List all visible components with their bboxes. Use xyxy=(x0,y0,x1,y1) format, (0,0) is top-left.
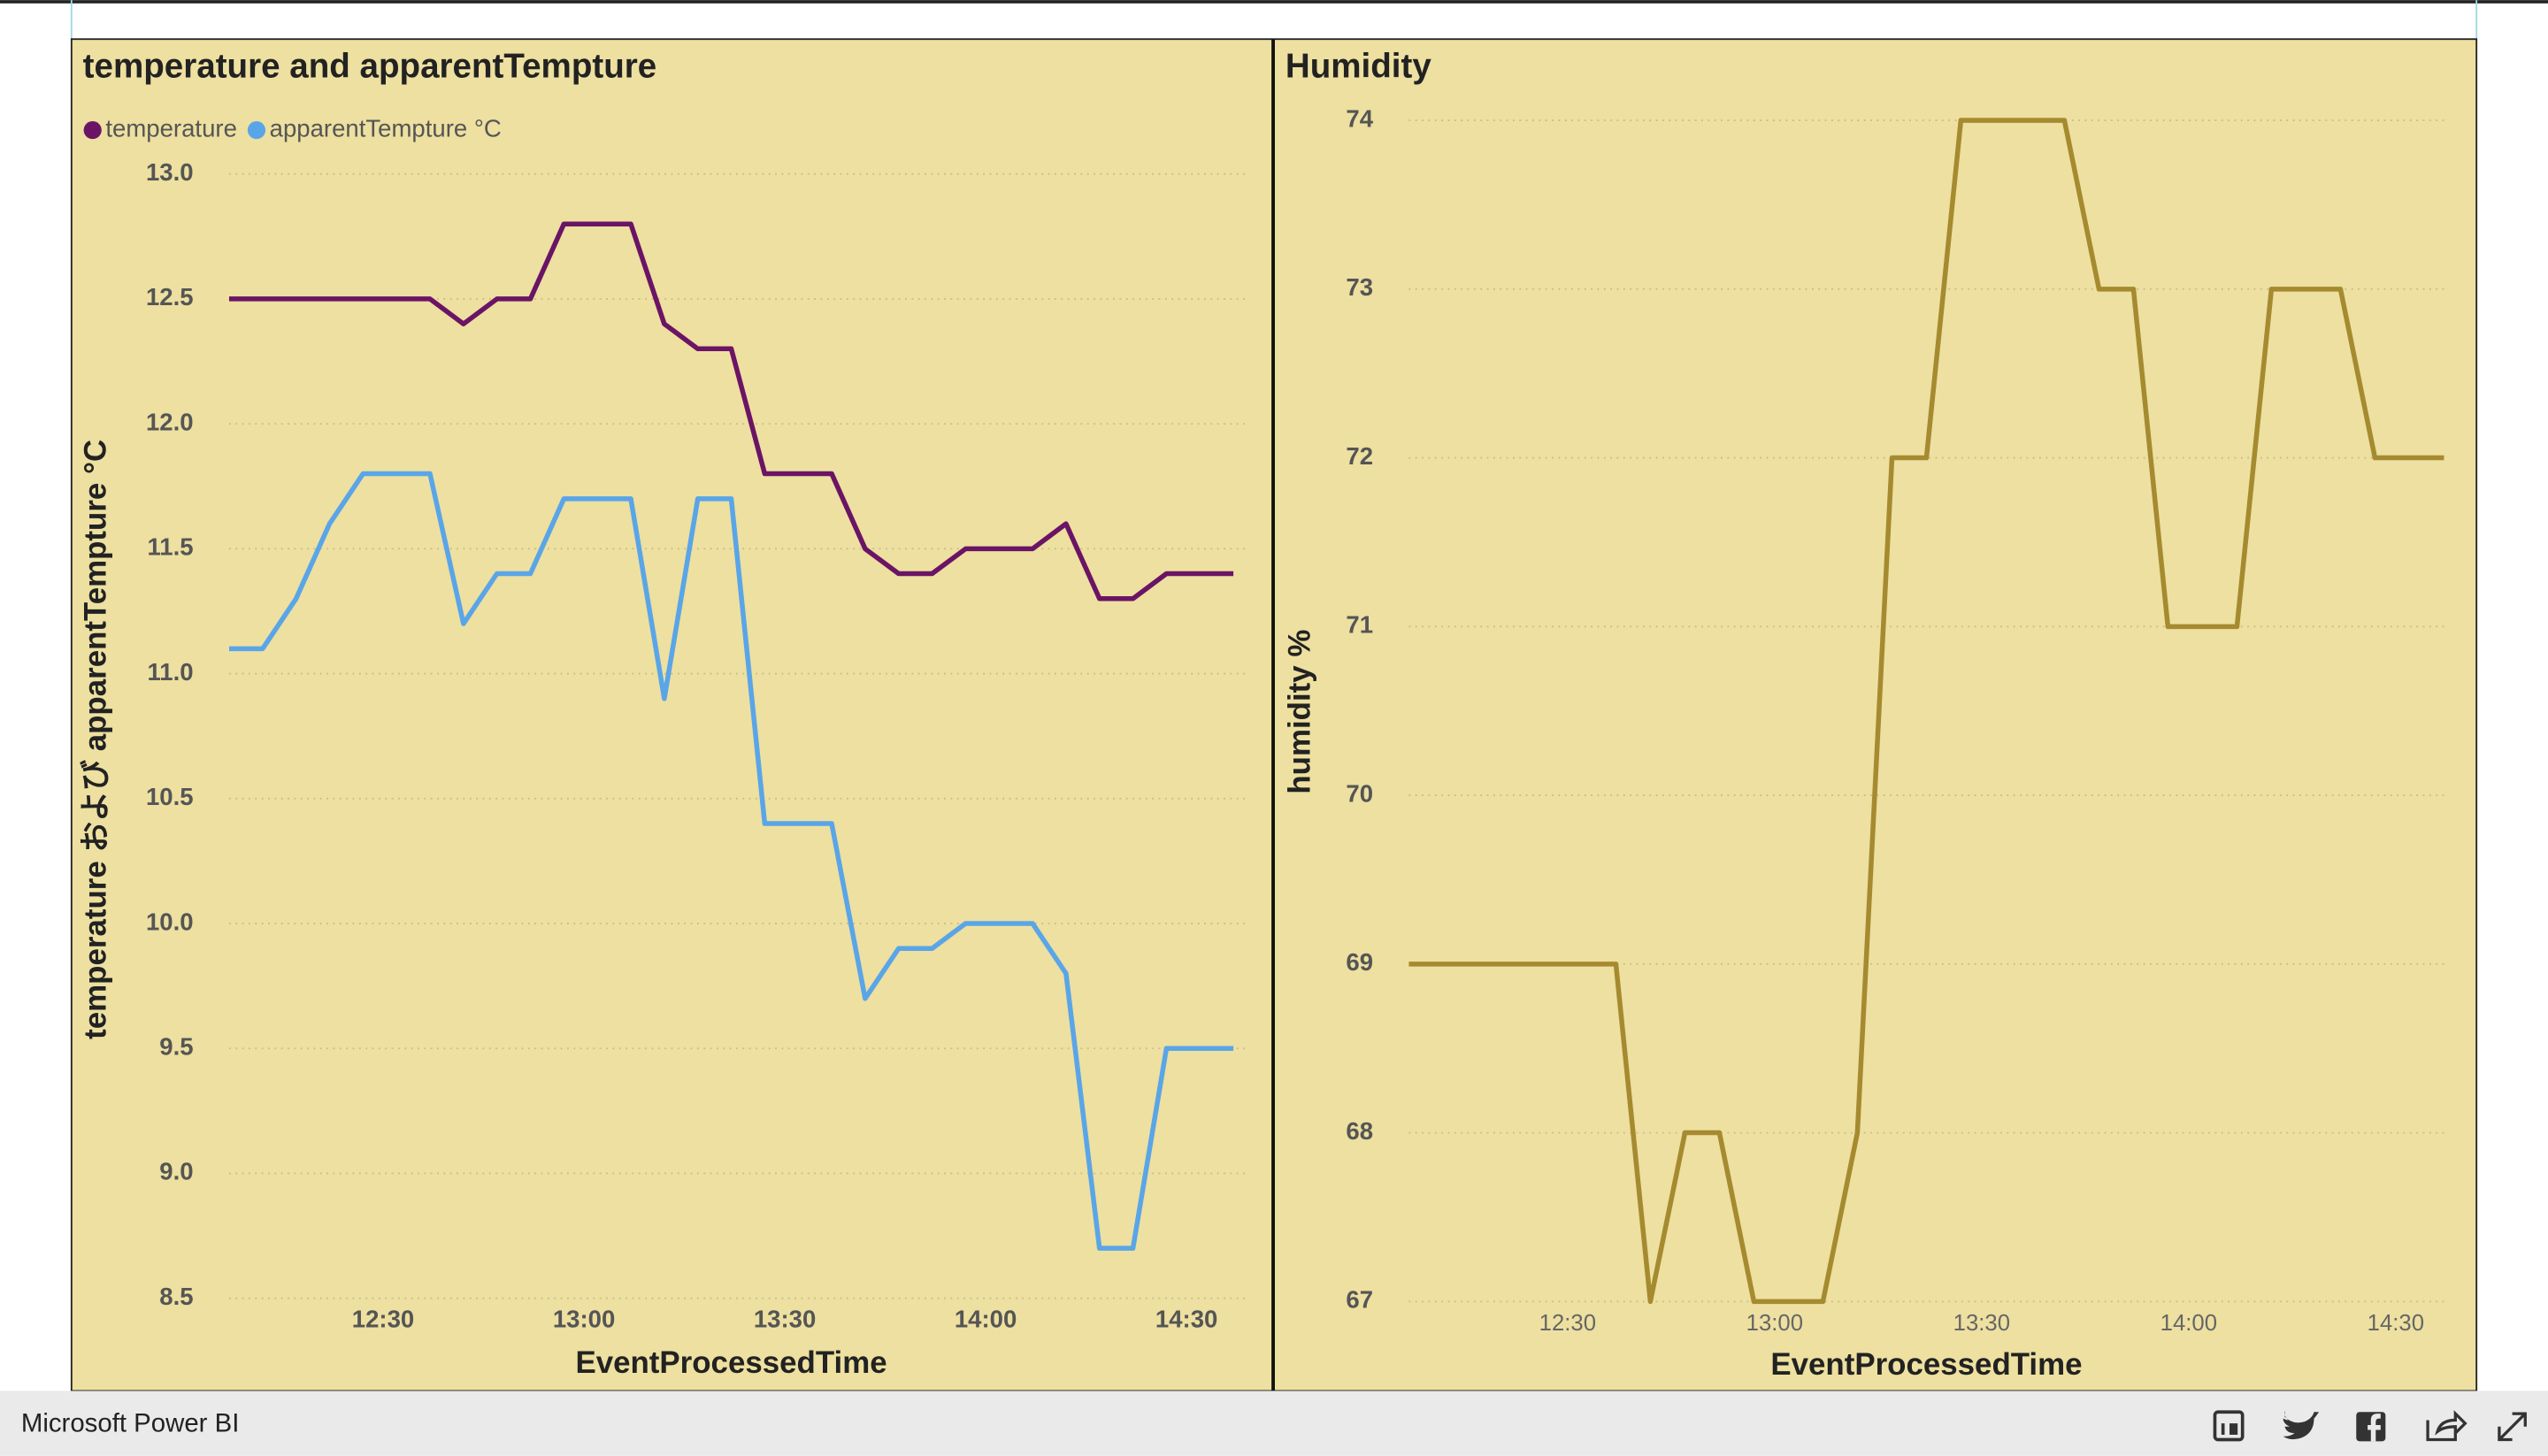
y-axis-title: humidity % xyxy=(1282,630,1316,794)
y-tick-label: 68 xyxy=(1346,1117,1373,1145)
fullscreen[interactable] xyxy=(2498,1412,2527,1442)
y-tick-label: 73 xyxy=(1346,273,1373,301)
legend-label: temperature xyxy=(105,114,237,142)
y-tick-label: 69 xyxy=(1346,948,1373,976)
x-tick-label: 13:00 xyxy=(1746,1311,1803,1336)
charts: temperature and apparentTempture 8.5 9.0 9.… xyxy=(78,47,2444,1382)
y-tick-label: 10.5 xyxy=(146,783,194,810)
y-axis-title: temperature および apparentTempture °C xyxy=(78,440,112,1039)
y-tick-label: 12.0 xyxy=(146,408,194,435)
x-tick-label: 14:30 xyxy=(1155,1306,1217,1333)
footer-bar xyxy=(0,1391,2548,1456)
y-tick-label: 13.0 xyxy=(146,158,194,186)
panel-humidity xyxy=(1273,38,2478,1392)
x-tick-label: 14:00 xyxy=(955,1306,1017,1333)
x-axis-title: EventProcessedTime xyxy=(575,1345,886,1380)
data-line xyxy=(228,471,1234,1251)
legend-label: apparentTempture °C xyxy=(270,114,502,142)
panel-temperature xyxy=(70,38,1274,1392)
x-tick-label: 14:30 xyxy=(2368,1311,2424,1336)
y-tick-label: 11.5 xyxy=(147,533,193,561)
share-linkedin[interactable] xyxy=(2213,1410,2245,1442)
x-tick-label: 14:00 xyxy=(2160,1311,2217,1336)
chart-title: Humidity xyxy=(1286,47,1432,85)
y-tick-label: 12.5 xyxy=(146,283,194,310)
y-tick-label: 70 xyxy=(1346,779,1373,807)
y-tick-label: 10.0 xyxy=(146,908,194,935)
y-tick-label: 11.0 xyxy=(147,658,193,686)
y-tick-label: 9.5 xyxy=(159,1033,193,1061)
x-axis-title: EventProcessedTime xyxy=(1770,1347,2082,1382)
data-line xyxy=(1408,118,2444,1305)
top-border xyxy=(0,0,2548,4)
x-tick-label: 13:30 xyxy=(754,1306,816,1333)
legend-marker xyxy=(83,120,102,140)
y-tick-label: 74 xyxy=(1346,104,1373,132)
share-facebook[interactable] xyxy=(2356,1412,2386,1442)
share-link[interactable] xyxy=(2426,1410,2467,1442)
y-tick-label: 9.0 xyxy=(159,1158,193,1185)
chart-title: temperature and apparentTempture xyxy=(83,47,657,85)
x-tick-label: 13:00 xyxy=(553,1306,615,1333)
y-tick-label: 71 xyxy=(1346,611,1373,639)
x-tick-label: 13:30 xyxy=(1953,1311,2010,1336)
y-tick-label: 8.5 xyxy=(159,1283,193,1310)
share-twitter[interactable] xyxy=(2283,1410,2320,1440)
x-tick-label: 12:30 xyxy=(352,1306,414,1333)
legend-marker xyxy=(247,120,266,140)
footer-brand: Microsoft Power BI xyxy=(21,1409,240,1438)
y-tick-label: 72 xyxy=(1346,442,1373,470)
data-line xyxy=(228,221,1234,602)
x-tick-label: 12:30 xyxy=(1539,1311,1596,1336)
y-tick-label: 67 xyxy=(1346,1286,1373,1314)
